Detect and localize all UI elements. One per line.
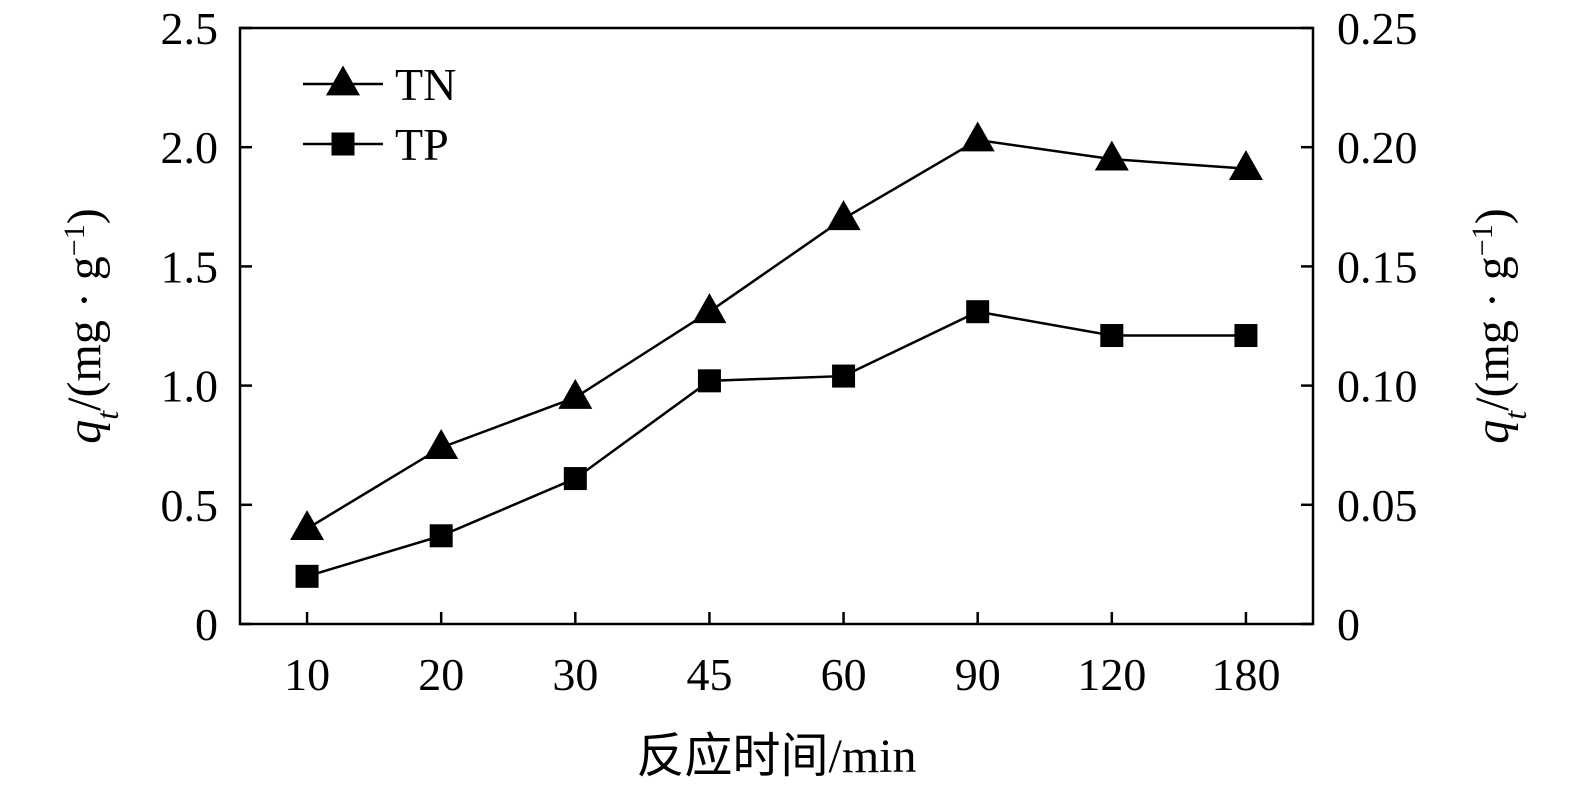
- plot-frame: [238, 26, 1315, 626]
- left-tick-label: 2.5: [161, 3, 219, 54]
- left-axis-title: qt/(mg · g−1): [58, 208, 126, 443]
- right-axis-title-close: ): [1466, 208, 1519, 224]
- left-axis-title-sub: t: [89, 410, 125, 420]
- legend-label-tn: TN: [395, 59, 456, 110]
- left-tick-label: 2.0: [161, 122, 219, 173]
- x-tick-label: 30: [552, 649, 598, 700]
- data-point-tp: [697, 369, 721, 393]
- legend: TN TP: [303, 59, 456, 170]
- data-point-tp: [832, 364, 856, 388]
- series-layer: [290, 121, 1263, 588]
- right-tick-label: 0.25: [1337, 3, 1418, 54]
- left-tick-label: 0.5: [161, 480, 219, 531]
- left-axis-title-close: ): [58, 208, 111, 224]
- right-axis-title-sub: t: [1497, 410, 1533, 420]
- data-point-tn: [826, 200, 861, 231]
- x-tick-label: 45: [686, 649, 732, 700]
- x-tick-label: 60: [821, 649, 867, 700]
- x-tick-label: 90: [955, 649, 1001, 700]
- left-axis-title-rest: /(mg · g: [58, 256, 111, 411]
- x-tick-label: 120: [1077, 649, 1146, 700]
- data-point-tp: [295, 564, 319, 588]
- right-axis-title: qt/(mg · g−1): [1466, 208, 1534, 443]
- data-point-tn: [424, 429, 459, 459]
- x-tick-label: 10: [284, 649, 330, 700]
- left-tick-label: 0: [195, 599, 218, 650]
- data-point-tn: [290, 510, 325, 541]
- right-tick-label: 0: [1337, 599, 1360, 650]
- x-tick-label: 20: [418, 649, 464, 700]
- data-point-tp: [966, 300, 990, 324]
- left-axis-title-var: q: [58, 420, 111, 444]
- left-axis-title-sup: −1: [58, 224, 91, 256]
- right-axis-title-group: qt/(mg · g−1): [1466, 208, 1534, 443]
- series-line-tp: [306, 310, 1246, 578]
- right-axis-title-var: q: [1466, 420, 1519, 444]
- left-axis: 0 0.5 1.0 1.5 2.0 2.5: [161, 3, 252, 650]
- data-point-tp: [563, 467, 587, 491]
- data-point-tn: [692, 293, 727, 324]
- left-tick-label: 1.0: [161, 361, 219, 412]
- left-axis-title-group: qt/(mg · g−1): [58, 208, 126, 443]
- x-tick-label: 180: [1211, 649, 1280, 700]
- data-point-tn: [1228, 150, 1263, 181]
- data-point-tp: [429, 524, 453, 548]
- x-axis: 10 20 30 45 60 90 120 180: [284, 612, 1280, 700]
- x-axis-title: 反应时间/min: [636, 730, 916, 783]
- right-tick-label: 0.15: [1337, 241, 1418, 292]
- left-tick-label: 1.5: [161, 241, 219, 292]
- right-tick-label: 0.20: [1337, 122, 1418, 173]
- data-point-tp: [1234, 324, 1258, 348]
- right-axis: 0 0.05 0.10 0.15 0.20 0.25: [1301, 3, 1418, 650]
- right-tick-label: 0.05: [1337, 480, 1418, 531]
- legend-marker-tn: [326, 65, 360, 96]
- series-line-tn: [306, 138, 1247, 530]
- legend-label-tp: TP: [395, 119, 449, 170]
- data-point-tn: [558, 378, 593, 409]
- data-point-tn: [960, 121, 995, 152]
- data-point-tp: [1100, 324, 1124, 348]
- data-point-tn: [1094, 140, 1129, 171]
- right-tick-label: 0.10: [1337, 361, 1418, 412]
- right-axis-title-sup: −1: [1466, 224, 1499, 256]
- legend-marker-tp: [331, 132, 355, 156]
- right-axis-title-rest: /(mg · g: [1466, 256, 1519, 411]
